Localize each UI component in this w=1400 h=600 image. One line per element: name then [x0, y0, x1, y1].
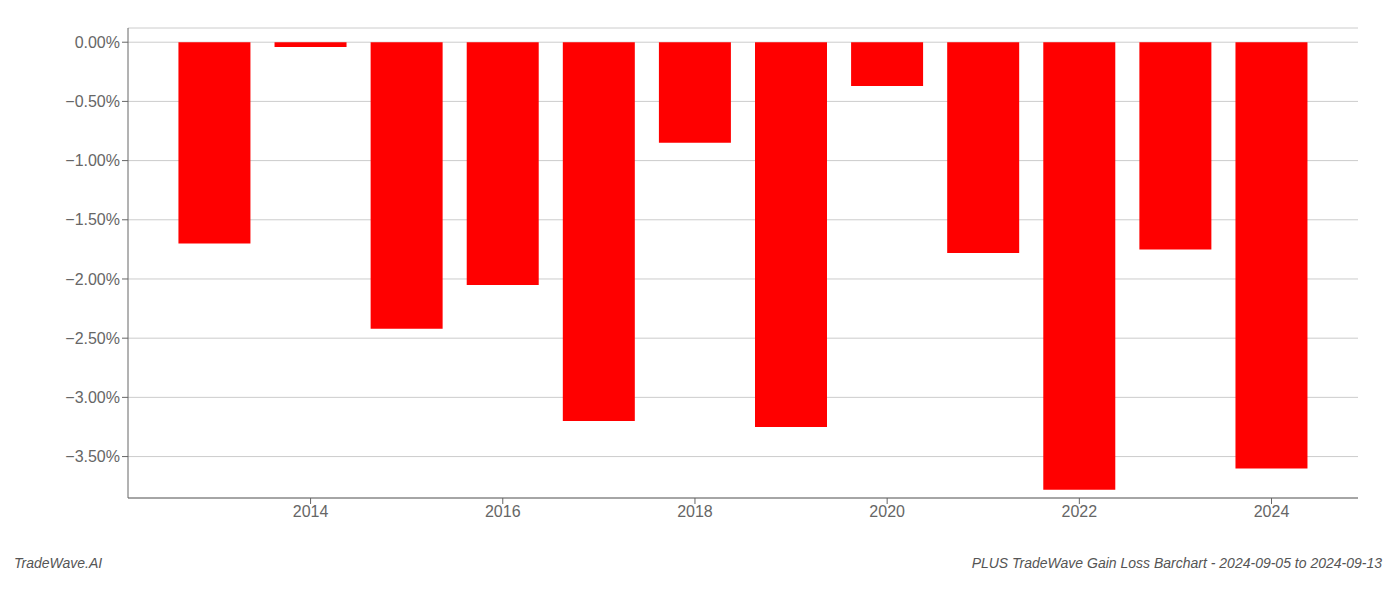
svg-text:−0.50%: −0.50% — [65, 93, 120, 110]
svg-text:0.00%: 0.00% — [75, 34, 120, 51]
svg-text:−2.50%: −2.50% — [65, 330, 120, 347]
svg-text:2014: 2014 — [293, 503, 329, 520]
svg-text:2024: 2024 — [1254, 503, 1290, 520]
svg-text:2016: 2016 — [485, 503, 521, 520]
svg-text:−1.50%: −1.50% — [65, 211, 120, 228]
svg-text:2018: 2018 — [677, 503, 713, 520]
html-text:PLUS TradeWave Gain Loss Barch: PLUS TradeWave Gain Loss Barchart - 2024… — [971, 555, 1382, 571]
svg-text:−3.00%: −3.00% — [65, 389, 120, 406]
svg-text:−2.00%: −2.00% — [65, 271, 120, 288]
svg-text:−3.50%: −3.50% — [65, 448, 120, 465]
html-text:TradeWave.AI: TradeWave.AI — [14, 555, 103, 571]
svg-text:2020: 2020 — [869, 503, 905, 520]
svg-text:−1.00%: −1.00% — [65, 152, 120, 169]
svg-text:2022: 2022 — [1062, 503, 1098, 520]
